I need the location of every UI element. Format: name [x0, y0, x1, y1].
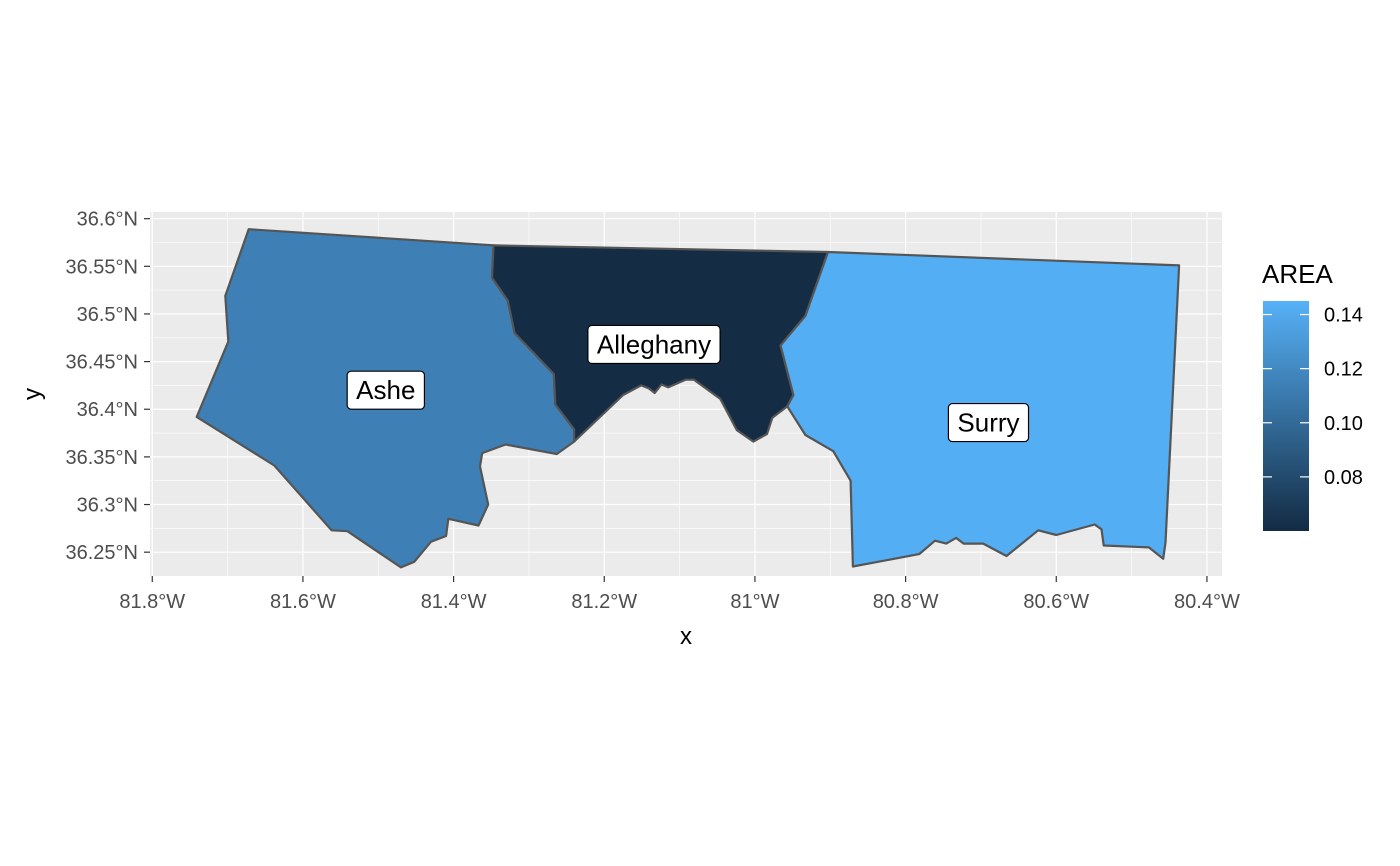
legend-ticks: 0.08 0.10 0.12 0.14: [1263, 305, 1363, 489]
x-tick-label: 80.8°W: [873, 591, 939, 613]
y-axis-title: y: [19, 388, 46, 400]
county-label-alleghany: Alleghany: [587, 324, 721, 365]
county-name: Surry: [957, 408, 1019, 438]
x-tick-label: 80.4°W: [1174, 591, 1240, 613]
county-name: Ashe: [356, 375, 415, 405]
x-tick-label: 81.6°W: [270, 591, 336, 613]
x-tick-label: 80.6°W: [1023, 591, 1089, 613]
label-box: [346, 370, 426, 410]
x-tick-label: 81.2°W: [571, 591, 637, 613]
y-tick-label: 36.45°N: [66, 352, 139, 374]
label-box: [587, 324, 721, 365]
y-tick-label: 36.6°N: [77, 209, 138, 231]
x-tick-label: 81°W: [730, 591, 779, 613]
y-tick-label: 36.4°N: [77, 399, 138, 421]
x-tick-label: 81.8°W: [119, 591, 185, 613]
legend-tick-label: 0.08: [1324, 467, 1363, 489]
x-axis: 81.8°W 81.6°W 81.4°W 81.2°W 81°W 80.8°W 80.6°W…: [119, 576, 1240, 613]
label-box: [947, 402, 1030, 443]
x-axis-title: x: [680, 623, 692, 650]
y-axis: 36.25°N 36.3°N 36.35°N 36.4°N 36.45°N 36.5°N 3…: [66, 209, 150, 564]
y-tick-label: 36.55°N: [66, 256, 139, 278]
legend-colorbar: [1263, 301, 1309, 531]
legend-tick-label: 0.14: [1324, 305, 1363, 327]
county-label-surry: Surry: [947, 402, 1030, 443]
legend-tick-label: 0.12: [1324, 359, 1363, 381]
legend-title: AREA: [1262, 259, 1333, 289]
y-tick-label: 36.35°N: [66, 447, 139, 469]
x-tick-label: 81.4°W: [421, 591, 487, 613]
y-tick-label: 36.3°N: [77, 495, 138, 517]
color-legend: AREA 0.08 0.10 0.12 0.14: [1262, 259, 1363, 531]
county-label-ashe: Ashe: [346, 370, 426, 410]
county-labels: Ashe Alleghany Surry: [346, 324, 1030, 443]
y-tick-label: 36.25°N: [66, 542, 139, 564]
legend-tick-label: 0.10: [1324, 413, 1363, 435]
y-tick-label: 36.5°N: [77, 304, 138, 326]
county-name: Alleghany: [597, 329, 711, 359]
